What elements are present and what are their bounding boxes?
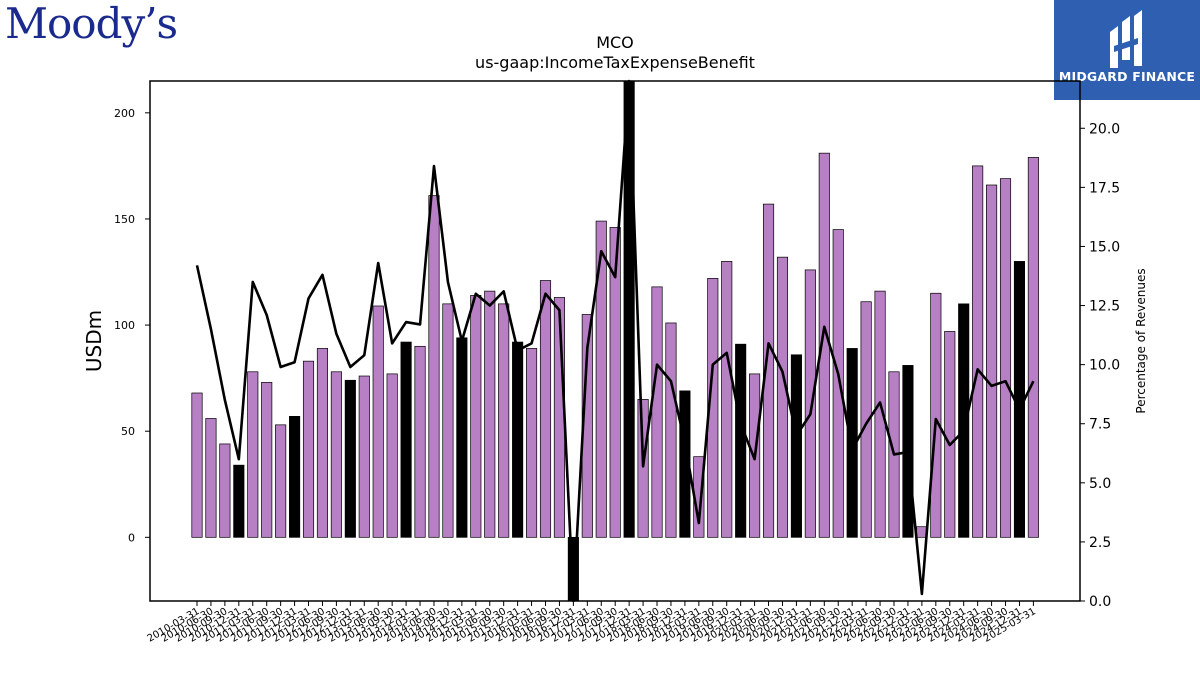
y-axis-right: 0.0 2.5 5.0 7.5 10.0 12.5 15.0 17.5 20.0 (1080, 121, 1120, 610)
chart-subtitle: us-gaap:IncomeTaxExpenseBenefit (475, 53, 755, 72)
bar-2015-03-31 (470, 295, 482, 538)
x-axis: 2010-03-312010-06-302010-09-302010-12-31… (146, 601, 1038, 645)
bar-2020-12-31 (790, 354, 802, 538)
y2-tick-label: 7.5 (1089, 417, 1111, 433)
bar-2024-03-31 (972, 165, 984, 538)
bar-2025-03-31 (1027, 157, 1039, 538)
bar-2022-06-30 (874, 290, 886, 538)
bar-2021-03-31 (804, 269, 816, 538)
bar-2024-06-30 (986, 184, 998, 538)
bar-2013-06-30 (372, 305, 384, 538)
bar-2018-09-30 (665, 322, 677, 538)
bar-2017-09-30 (609, 227, 621, 538)
bar-group (191, 80, 1039, 602)
bar-2011-03-31 (247, 371, 259, 538)
bar-2012-12-31 (344, 379, 356, 538)
bar-2012-09-30 (330, 371, 342, 538)
bar-2018-06-30 (651, 286, 663, 538)
y-tick-label: 200 (114, 107, 135, 120)
midgard-logo-icon (1110, 10, 1142, 68)
bar-2024-09-30 (999, 178, 1012, 538)
bar-2011-06-30 (261, 382, 273, 538)
bar-2020-09-30 (776, 256, 789, 538)
bar-2016-06-30 (539, 280, 552, 538)
bar-2022-03-31 (860, 301, 872, 538)
bar-2015-06-30 (484, 290, 496, 538)
bar-2011-12-31 (289, 416, 301, 538)
bar-2015-09-30 (498, 303, 510, 538)
percentage-line-group (195, 79, 1035, 603)
bar-2015-12-31 (512, 341, 524, 538)
bar-2014-03-31 (414, 345, 426, 538)
bar-2019-12-31 (735, 343, 747, 538)
y2-tick-label: 10.0 (1089, 358, 1120, 374)
bar-2014-09-30 (442, 303, 454, 538)
bar-2023-06-30 (930, 292, 942, 538)
bar-2014-12-31 (456, 337, 468, 538)
bar-2013-12-31 (400, 341, 412, 538)
bar-2013-09-30 (386, 373, 398, 538)
bar-2023-12-31 (958, 303, 970, 538)
bar-2018-12-31 (679, 390, 691, 538)
midgard-finance-logo: MIDGARD FINANCE (1054, 0, 1200, 100)
bar-2013-03-31 (358, 375, 370, 538)
bar-2017-06-30 (595, 220, 607, 538)
bar-2012-06-30 (316, 348, 329, 538)
bar-2010-09-30 (219, 443, 231, 538)
y2-tick-label: 17.5 (1089, 180, 1120, 196)
y2-tick-label: 0.0 (1089, 594, 1111, 610)
y-tick-label: 150 (114, 213, 135, 226)
y-axis-left: 0 50 100 150 200 (114, 107, 150, 544)
y-tick-label: 50 (121, 425, 135, 438)
bar-2010-03-31 (191, 392, 203, 538)
midgard-logo-text: MIDGARD FINANCE (1058, 69, 1196, 84)
bar-2011-09-30 (275, 424, 287, 538)
bar-2018-03-31 (637, 399, 649, 538)
bar-2019-09-30 (721, 261, 733, 538)
y2-tick-label: 5.0 (1089, 476, 1111, 492)
moodys-logo: Moody’s (5, 0, 178, 48)
bar-2016-03-31 (526, 348, 538, 538)
bar-2014-06-30 (428, 195, 440, 538)
bar-2012-03-31 (302, 360, 315, 538)
y2-tick-label: 12.5 (1089, 299, 1120, 315)
bar-2020-06-30 (762, 203, 775, 538)
y2-tick-label: 20.0 (1089, 121, 1120, 137)
y2-axis-label: Percentage of Revenues (1134, 268, 1148, 413)
bar-2010-06-30 (205, 418, 217, 538)
chart-title: MCO (596, 33, 634, 52)
y-axis-label: USDm (82, 310, 106, 372)
bar-2023-09-30 (944, 331, 956, 538)
y-tick-label: 100 (114, 319, 135, 332)
bar-2021-09-30 (832, 229, 844, 538)
bar-2010-12-31 (233, 464, 245, 538)
y2-tick-label: 2.5 (1089, 535, 1111, 551)
y2-tick-label: 15.0 (1089, 239, 1120, 255)
bar-2019-06-30 (707, 278, 719, 538)
y-tick-label: 0 (128, 531, 135, 544)
percentage-of-revenues-line (195, 79, 1035, 603)
